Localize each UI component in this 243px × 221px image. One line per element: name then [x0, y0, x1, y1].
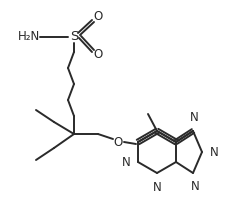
Text: O: O [93, 48, 103, 61]
Text: H₂N: H₂N [18, 30, 40, 44]
Text: O: O [113, 135, 123, 149]
Text: N: N [190, 111, 198, 124]
Text: N: N [122, 156, 131, 168]
Text: O: O [93, 11, 103, 23]
Text: N: N [191, 180, 199, 193]
Text: N: N [210, 145, 219, 158]
Text: N: N [153, 181, 161, 194]
Text: S: S [70, 30, 78, 44]
